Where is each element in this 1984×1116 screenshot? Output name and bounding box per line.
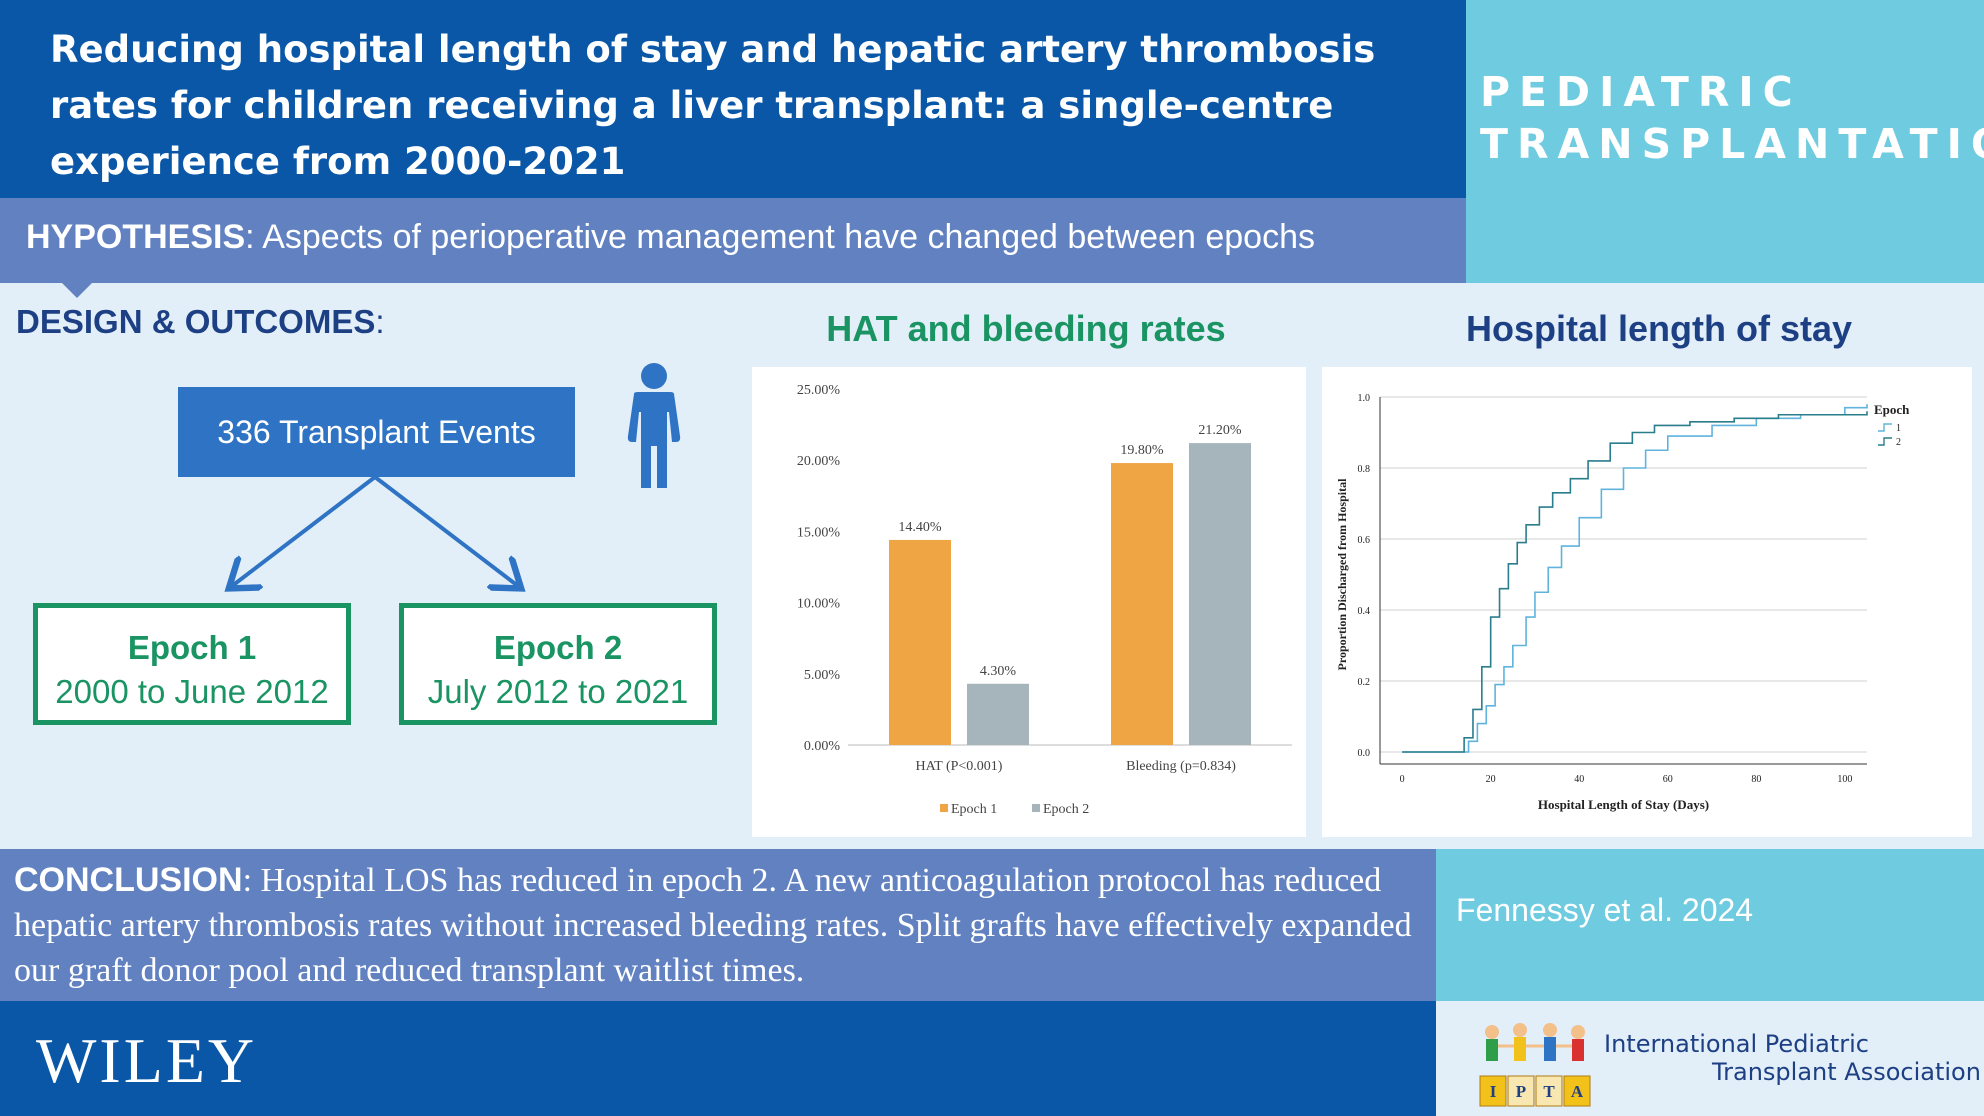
person-icon (627, 363, 681, 488)
conclusion-bar (0, 849, 1436, 1001)
los-ytick-label: 0.6 (1358, 535, 1371, 546)
bar-2-1 (967, 683, 1029, 745)
bar-legend-swatch (940, 804, 948, 812)
bar-legend-swatch (1032, 804, 1040, 812)
los-chart-panel: 0.0 0.2 0.4 0.6 0.8 1.0 0 20 40 60 80 100 Hospital L… (1322, 367, 1972, 837)
design-heading: DESIGN & OUTCOMES: (16, 303, 385, 341)
bar-data-label: 14.40% (898, 520, 942, 535)
bar-ytick-label: 25.00% (797, 383, 841, 398)
title-bar (0, 0, 1466, 198)
los-chart-title: Hospital length of stay (1465, 308, 1853, 349)
los-legend-label: 1 (1896, 423, 1901, 434)
epoch2-range: July 2012 to 2021 (427, 673, 689, 710)
hypothesis-notch (60, 281, 94, 298)
design-heading-colon: : (375, 303, 385, 340)
bar-ytick-label: 5.00% (804, 668, 841, 683)
hypothesis: HYPOTHESIS: Aspects of perioperative man… (26, 218, 1315, 257)
los-ytick-label: 1.0 (1358, 393, 1371, 404)
los-ytick-label: 0.0 (1358, 748, 1371, 759)
bar-ytick-label: 0.00% (804, 739, 841, 754)
los-ytick-label: 0.2 (1358, 677, 1371, 688)
los-xtick-label: 60 (1663, 774, 1673, 785)
los-xtick-label: 0 (1400, 774, 1405, 785)
los-series-line-2 (1402, 411, 1868, 753)
bar-1-1 (889, 539, 951, 745)
design-arrows (0, 475, 760, 620)
bar-data-label: 19.80% (1120, 443, 1164, 458)
bar-chart: 0.00% 5.00% 10.00% 15.00% 20.00% 25.00% 14.40%… (797, 383, 1292, 817)
journal-name-line1: PEDIATRIC (1480, 68, 1802, 116)
hypothesis-text: : Aspects of perioperative management ha… (245, 218, 1315, 256)
bar-legend-label: Epoch 2 (1043, 802, 1089, 817)
bar-legend-label: Epoch 1 (951, 802, 997, 817)
bar-2-2 (1189, 443, 1251, 745)
hypothesis-bar (0, 198, 1466, 283)
los-xtick-label: 20 (1486, 774, 1496, 785)
los-x-axis-label: Hospital Length of Stay (Days) (1538, 797, 1709, 812)
citation: Fennessy et al. 2024 (1456, 892, 1754, 928)
los-legend-swatch (1878, 423, 1892, 432)
ipta-name-line2: Transplant Association (1712, 1058, 1981, 1086)
journal-name-line2: TRANSPLANTATION (1480, 120, 1984, 168)
svg-text:I: I (1490, 1082, 1497, 1101)
ipta-logo-icon: I P T A (1479, 1023, 1591, 1107)
conclusion: CONCLUSION: Hospital LOS has reduced in … (14, 858, 1424, 993)
transplant-events-box: 336 Transplant Events (178, 387, 575, 477)
los-y-axis-label: Proportion Discharged from Hospital (1335, 478, 1349, 671)
svg-text:T: T (1543, 1082, 1555, 1101)
los-ytick-label: 0.8 (1358, 464, 1371, 475)
bar-chart-title: HAT and bleeding rates (826, 308, 1226, 349)
svg-text:P: P (1516, 1082, 1526, 1101)
epoch1-range: 2000 to June 2012 (55, 673, 329, 710)
los-ytick-label: 0.4 (1358, 606, 1371, 617)
los-xtick-label: 100 (1837, 774, 1852, 785)
los-legend-title: Epoch (1874, 402, 1910, 417)
bar-category-label: HAT (P<0.001) (916, 759, 1003, 774)
journal-banner (1466, 0, 1984, 283)
page-title: Reducing hospital length of stay and hep… (50, 28, 1376, 183)
los-series-line-1 (1402, 404, 1868, 753)
svg-text:A: A (1571, 1082, 1584, 1101)
conclusion-text: : Hospital LOS has reduced in epoch 2. A… (14, 862, 1412, 989)
epoch2-title: Epoch 2 (493, 629, 623, 666)
bar-ytick-label: 15.00% (797, 525, 841, 540)
los-xtick-label: 40 (1574, 774, 1584, 785)
journal-name: PEDIATRIC TRANSPLANTATION (1480, 66, 1984, 170)
publisher-logo: WILEY (36, 1025, 258, 1096)
ipta-name: International Pediatric Transplant Assoc… (1604, 1030, 1981, 1086)
ipta-children-figures (1485, 1023, 1585, 1061)
los-legend-label: 2 (1896, 437, 1901, 448)
conclusion-label: CONCLUSION (14, 861, 243, 899)
bar-chart-panel: 0.00% 5.00% 10.00% 15.00% 20.00% 25.00% 14.40%… (752, 367, 1306, 837)
arrow-to-epoch2 (373, 475, 518, 586)
design-heading-label: DESIGN & OUTCOMES (16, 303, 376, 340)
bar-data-label: 21.20% (1198, 423, 1242, 438)
bar-ytick-label: 10.00% (797, 597, 841, 612)
footer-bar (0, 1001, 1436, 1116)
ipta-name-line1: International Pediatric (1604, 1030, 1869, 1058)
epoch1-box: Epoch 1 2000 to June 2012 (33, 603, 351, 725)
epoch2-box: Epoch 2 July 2012 to 2021 (399, 603, 717, 725)
hypothesis-label: HYPOTHESIS (26, 218, 246, 256)
arrow-to-epoch1 (232, 475, 377, 586)
bar-category-label: Bleeding (p=0.834) (1126, 759, 1236, 774)
los-legend-swatch (1878, 437, 1892, 446)
los-chart: 0.0 0.2 0.4 0.6 0.8 1.0 0 20 40 60 80 100 Hospital L… (1335, 393, 1910, 812)
bar-data-label: 4.30% (980, 664, 1017, 679)
bar-1-2 (1111, 463, 1173, 745)
citation-box (1436, 849, 1984, 1001)
bar-ytick-label: 20.00% (797, 454, 841, 469)
epoch1-title: Epoch 1 (127, 629, 257, 666)
ipta-letter-blocks: I P T A (1479, 1075, 1591, 1107)
los-xtick-label: 80 (1751, 774, 1761, 785)
